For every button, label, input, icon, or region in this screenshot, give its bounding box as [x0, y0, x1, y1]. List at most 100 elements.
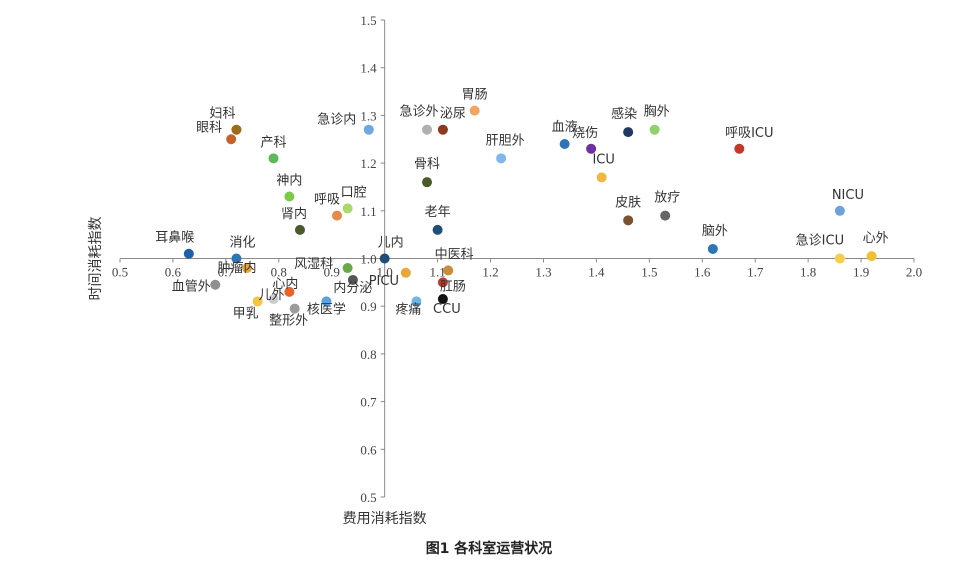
y-tick-label: 1.3	[360, 108, 376, 123]
data-point	[226, 134, 237, 145]
point-label: 老年	[425, 205, 451, 220]
point-label: 血液	[552, 120, 578, 135]
x-tick-label: 0.9	[324, 265, 340, 280]
point-label: 肿瘤内	[218, 260, 257, 276]
point-label: 急诊内	[317, 112, 356, 128]
data-point	[342, 203, 353, 214]
point-label: 骨科	[414, 157, 440, 172]
point-label: 核医学	[307, 301, 346, 317]
point-label: 胸外	[644, 105, 670, 120]
data-point	[469, 105, 480, 116]
point-label: 儿内	[378, 235, 404, 251]
y-tick-label: 1.5	[360, 13, 376, 28]
x-tick-label: 2.0	[906, 265, 922, 280]
data-point	[649, 124, 660, 135]
y-tick-label: 1.4	[360, 61, 377, 76]
data-point	[432, 224, 443, 235]
data-point	[284, 191, 295, 202]
point-label: 妇科	[209, 106, 235, 122]
data-point	[586, 143, 597, 154]
data-point	[332, 210, 343, 221]
point-label: 心内	[272, 276, 298, 292]
point-label: 风湿科	[294, 257, 333, 272]
data-point	[596, 172, 607, 183]
data-point	[623, 127, 634, 138]
x-tick-label: 0.8	[271, 265, 287, 280]
data-point	[252, 296, 263, 307]
data-point	[559, 139, 570, 150]
data-point	[210, 279, 221, 290]
point-label: 肾内	[281, 206, 307, 222]
x-tick-label: 0.5	[112, 265, 128, 280]
x-tick-label: 1.6	[694, 265, 711, 280]
data-point	[623, 215, 634, 226]
y-tick-label: 1.0	[360, 252, 376, 267]
point-label: 呼吸	[314, 193, 340, 208]
point-label: 甲乳	[233, 306, 259, 321]
data-point	[437, 294, 448, 305]
point-label: 儿外	[258, 288, 284, 303]
y-tick-label: 0.7	[360, 395, 377, 410]
y-tick-label: 0.5	[360, 490, 376, 505]
x-tick-label: 1.5	[641, 265, 657, 280]
point-label: 耳鼻喉	[155, 230, 194, 246]
data-point	[496, 153, 507, 164]
data-point	[284, 286, 295, 297]
data-point	[231, 253, 242, 264]
point-label: 心外	[863, 231, 889, 246]
point-label: CCU	[433, 302, 461, 317]
point-label: PICU	[369, 274, 399, 289]
x-tick-label: 1.1	[429, 265, 445, 280]
data-point	[294, 224, 305, 235]
point-label: 眼科	[196, 120, 222, 135]
x-tick-label: 0.7	[218, 265, 235, 280]
data-point	[289, 303, 300, 314]
data-point	[400, 267, 411, 278]
point-label: 产科	[260, 135, 286, 150]
point-label: 中医科	[435, 247, 474, 262]
x-tick-label: 1.9	[853, 265, 869, 280]
data-point	[834, 253, 845, 264]
data-points	[183, 105, 877, 314]
point-label: 整形外	[269, 314, 308, 329]
x-tick-label: 1.7	[747, 265, 764, 280]
data-point	[834, 205, 845, 216]
point-label: 口腔	[341, 185, 367, 200]
data-point	[422, 177, 433, 188]
x-axis-label: 费用消耗指数	[343, 511, 427, 527]
point-label: ICU	[592, 152, 614, 167]
point-label: NICU	[832, 188, 864, 203]
data-point	[268, 153, 279, 164]
point-label: 疼痛	[395, 301, 421, 317]
point-label: 内分泌	[333, 280, 372, 296]
x-tick-label: 1.4	[588, 265, 605, 280]
x-tick-label: 1.0	[377, 265, 393, 280]
data-point	[321, 296, 332, 307]
point-label: 放疗	[654, 191, 680, 206]
data-point	[183, 248, 194, 259]
point-label: 脑外	[702, 224, 728, 239]
y-tick-label: 1.2	[360, 156, 376, 171]
y-tick-label: 1.1	[360, 204, 376, 219]
point-label: 呼吸ICU	[725, 126, 773, 141]
data-point	[443, 265, 454, 276]
data-point	[242, 263, 253, 274]
point-label: 肛肠	[440, 279, 466, 294]
y-axis-label: 时间消耗指数	[88, 217, 104, 301]
data-point	[231, 124, 242, 135]
point-label: 泌尿	[440, 107, 466, 122]
point-label: 急诊外	[400, 105, 439, 120]
data-point	[422, 124, 433, 135]
y-tick-label: 0.8	[360, 347, 376, 362]
data-point	[268, 294, 279, 305]
data-point	[734, 143, 745, 154]
data-point	[347, 274, 358, 285]
data-point	[437, 124, 448, 135]
x-tick-label: 1.8	[800, 265, 816, 280]
axes: 0.5 0.6 0.7 0.8 0.9 1.0 1.1 1.2 1.3 1.4 1.5 1.6 1.7 1…	[112, 13, 922, 505]
point-label: 感染	[611, 106, 637, 122]
x-tick-label: 1.2	[482, 265, 498, 280]
